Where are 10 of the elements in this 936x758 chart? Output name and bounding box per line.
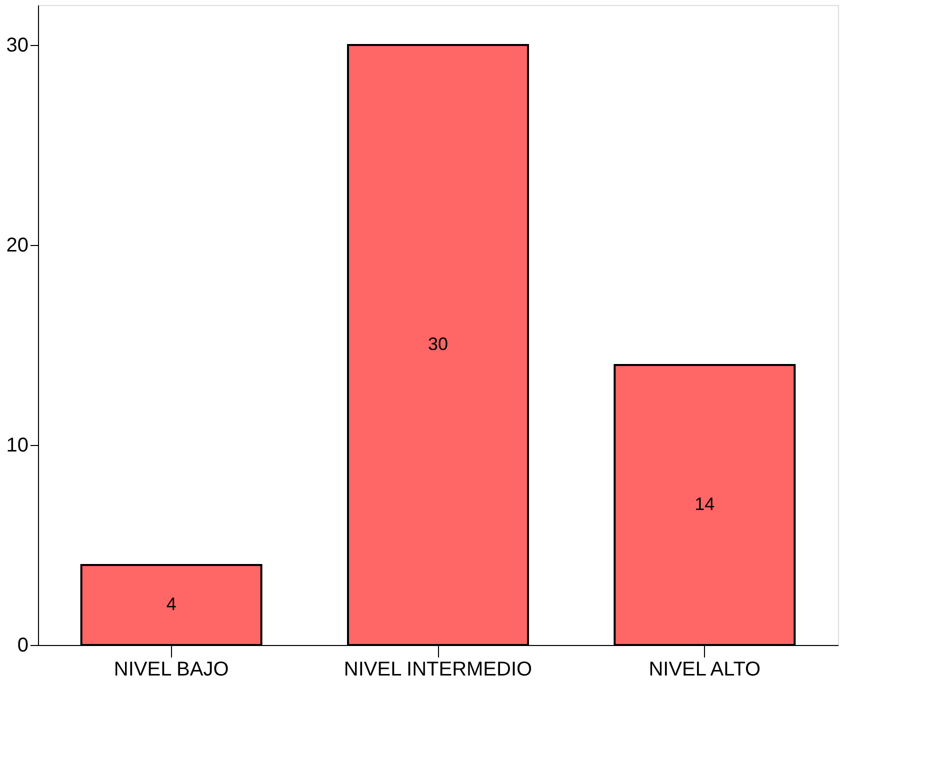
x-tick-label: NIVEL BAJO	[114, 658, 229, 680]
y-tick-label: 10	[6, 434, 28, 456]
x-tick-label: NIVEL INTERMEDIO	[344, 658, 532, 680]
data-label: 30	[428, 334, 448, 354]
y-tick-label: 30	[6, 34, 28, 56]
x-tick-label: NIVEL ALTO	[648, 658, 761, 680]
y-tick-label: 0	[17, 634, 28, 656]
data-label: 4	[166, 594, 176, 614]
data-label: 14	[694, 494, 715, 514]
y-tick-label: 20	[6, 234, 28, 256]
